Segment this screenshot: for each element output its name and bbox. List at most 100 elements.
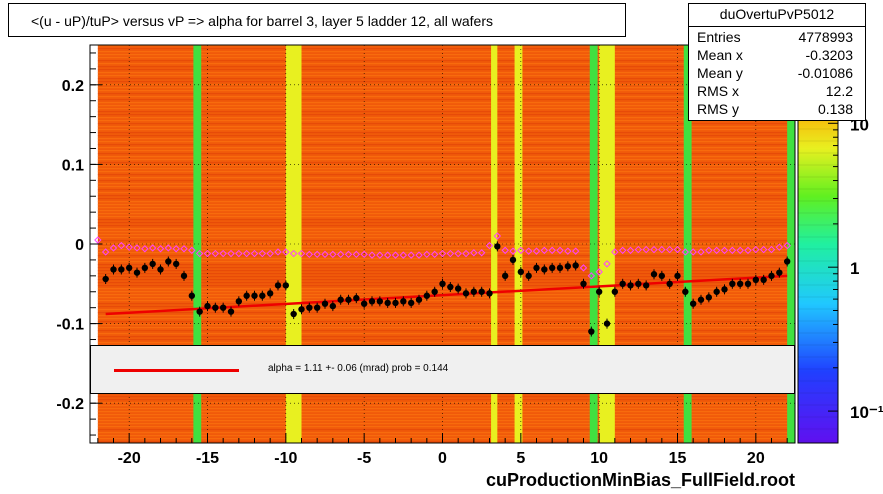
diamond-point [250, 249, 259, 258]
data-point [407, 299, 415, 307]
stats-row-mean-x: Mean x -0.3203 [697, 47, 853, 65]
heatmap-texture [97, 108, 796, 110]
stats-label: Entries [697, 29, 741, 45]
heatmap-texture [97, 141, 796, 143]
data-point [611, 288, 619, 295]
diamond-point [595, 268, 603, 276]
diamond-point [133, 244, 141, 252]
heatmap-texture [97, 402, 796, 404]
heatmap-texture [97, 195, 796, 197]
heatmap-texture [97, 276, 796, 278]
data-point [368, 298, 376, 305]
heatmap-texture [97, 177, 796, 179]
heatmap-texture [97, 135, 796, 137]
heatmap-texture [97, 435, 796, 437]
heatmap-texture [97, 264, 796, 266]
data-point [642, 282, 650, 289]
heatmap-texture [97, 321, 796, 323]
heatmap-texture [97, 210, 796, 212]
data-point [729, 280, 736, 287]
heatmap-texture [97, 252, 796, 254]
diamond-point [321, 250, 329, 259]
diamond-point [673, 245, 682, 254]
diamond-point [485, 241, 494, 250]
diamond-point [689, 248, 697, 256]
diamond-point [203, 249, 212, 258]
heatmap-texture [97, 312, 796, 314]
heatmap-texture [97, 192, 796, 194]
heatmap-texture [97, 288, 796, 290]
data-point [188, 292, 196, 299]
data-point [423, 292, 431, 299]
heatmap-texture [97, 174, 796, 176]
data-point [400, 298, 407, 305]
diamond-point [705, 246, 713, 255]
heatmap-texture [97, 306, 796, 308]
data-point [572, 262, 579, 269]
diamond-point [180, 245, 188, 253]
heatmap-texture [97, 75, 796, 77]
heatmap-texture [97, 285, 796, 287]
heatmap-texture [97, 162, 796, 164]
diamond-point [235, 249, 243, 258]
fit-line [105, 274, 788, 316]
diamond-point [658, 245, 666, 254]
diamond-point [462, 249, 470, 258]
heatmap-texture [97, 78, 796, 80]
data-point [306, 304, 313, 311]
data-point [705, 294, 713, 301]
heatmap-texture [97, 240, 796, 242]
chart-title: <(u - uP)/tuP> versus vP => alpha for ba… [31, 13, 493, 29]
diamond-point [446, 249, 455, 258]
stats-value: 0.138 [817, 101, 853, 117]
x-tick-label: -5 [357, 450, 371, 467]
diamond-point [399, 251, 408, 259]
diamond-point [642, 245, 650, 254]
heatmap-texture [97, 414, 796, 416]
stats-label: Mean x [697, 47, 743, 63]
heatmap-texture [97, 333, 796, 335]
data-point [666, 280, 673, 287]
diamond-point [211, 249, 220, 258]
data-point [721, 286, 728, 293]
diamond-point [454, 249, 462, 258]
diamond-point [188, 246, 196, 255]
data-point [517, 268, 525, 276]
heatmap-texture [97, 399, 796, 401]
stats-box: duOvertuPvP5012 Entries 4778993 Mean x -… [688, 3, 866, 121]
data-point [266, 290, 274, 297]
heatmap-texture [97, 303, 796, 305]
diamond-point [172, 245, 180, 253]
heatmap-texture [97, 342, 796, 344]
diamond-point [501, 246, 509, 255]
diamond-point [219, 249, 227, 258]
heatmap-texture [97, 327, 796, 329]
data-point [133, 269, 141, 276]
data-point [682, 288, 689, 295]
heatmap-texture [97, 144, 796, 146]
data-point [627, 282, 634, 289]
data-point [564, 263, 572, 270]
heatmap-texture [97, 234, 796, 236]
diamond-point [626, 246, 635, 255]
heatmap-texture [97, 87, 796, 89]
data-point [556, 264, 564, 272]
diamond-point [313, 250, 321, 259]
heatmap-texture [97, 291, 796, 293]
diamond-point [101, 248, 110, 256]
fit-legend: alpha = 1.11 +- 0.06 (mrad) prob = 0.144 [90, 345, 795, 394]
heatmap-texture [97, 273, 796, 275]
heatmap-texture [97, 186, 796, 188]
data-point [588, 328, 595, 335]
data-point [259, 292, 266, 299]
diamond-point [665, 245, 674, 254]
heatmap-texture [97, 198, 796, 200]
diamond-point [681, 248, 690, 256]
heatmap-texture [97, 243, 796, 245]
heatmap-texture [97, 282, 796, 284]
data-point [235, 298, 243, 305]
diamond-point [383, 251, 392, 259]
diamond-point [305, 250, 314, 259]
x-tick-label: -20 [118, 450, 141, 467]
data-point [149, 260, 156, 268]
